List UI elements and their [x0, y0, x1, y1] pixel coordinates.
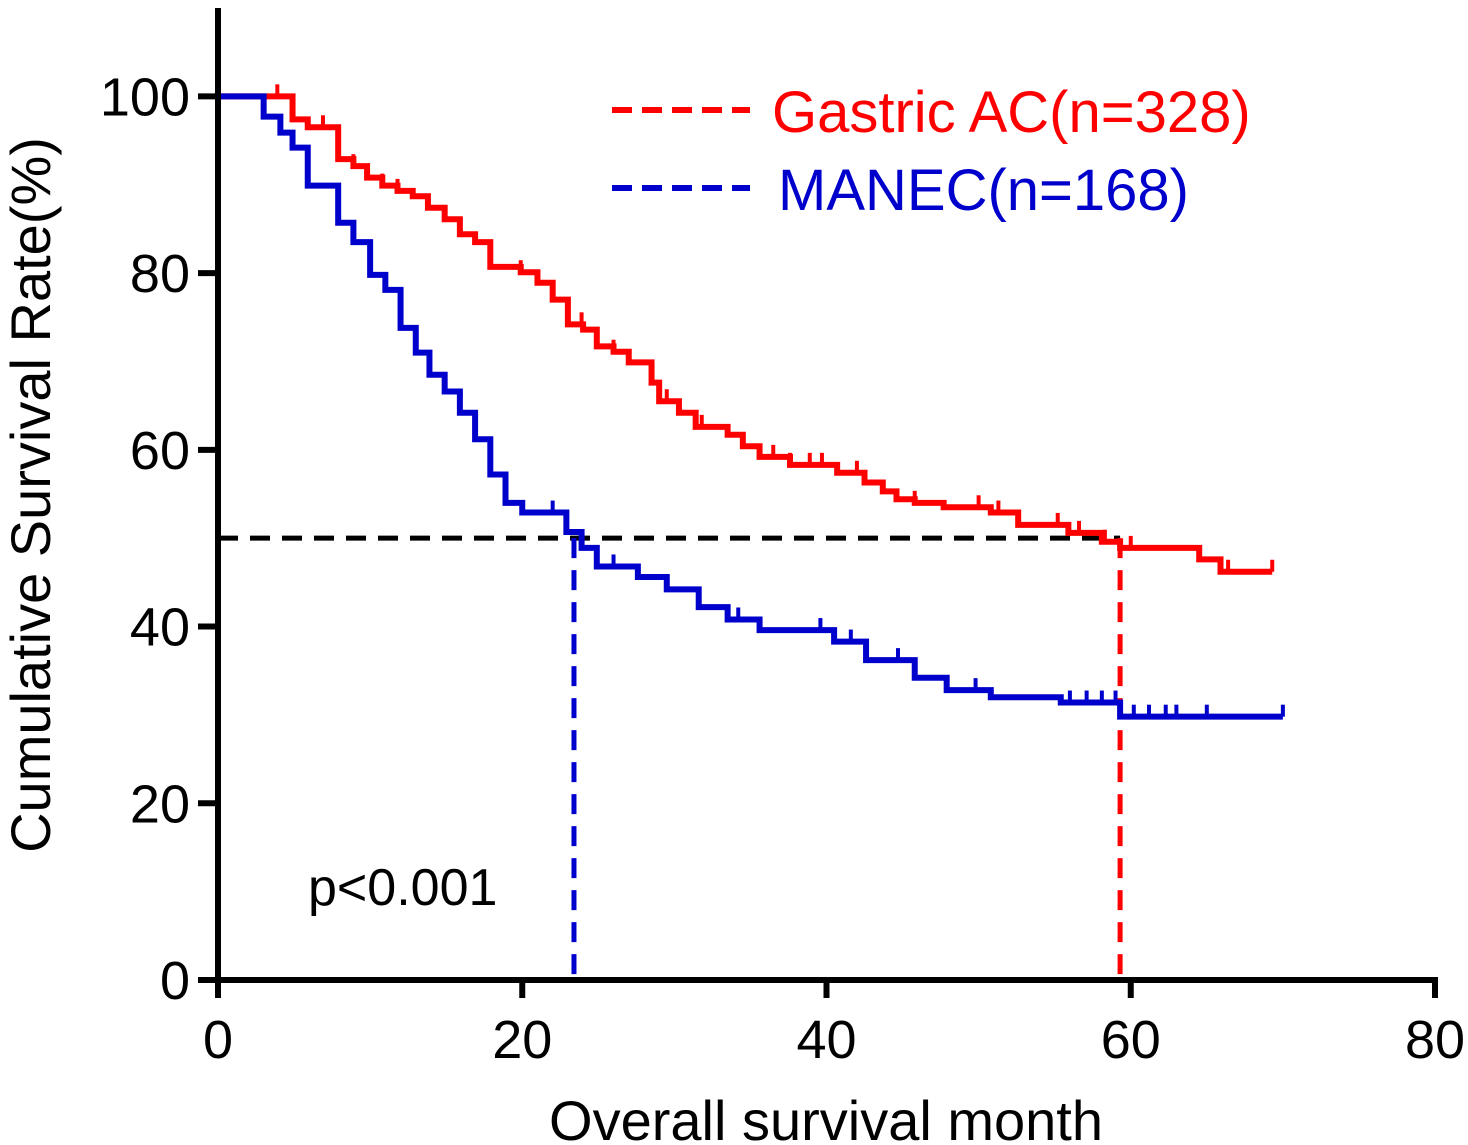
- y-axis-label: Cumulative Survival Rate(%): [0, 137, 62, 853]
- survival-curve-0: [218, 93, 1273, 575]
- legend-label-manec: MANEC(n=168): [778, 158, 1189, 223]
- p-value-annotation: p<0.001: [308, 859, 497, 917]
- y-tick-label: 60: [130, 421, 190, 481]
- legend: Gastric AC(n=328) MANEC(n=168): [612, 80, 1251, 223]
- y-tick-label: 100: [100, 67, 190, 127]
- y-tick-label: 80: [130, 244, 190, 304]
- x-tick-label: 40: [796, 1010, 856, 1070]
- y-tick-label: 0: [160, 951, 190, 1011]
- x-axis-label: Overall survival month: [549, 1089, 1103, 1145]
- y-tick-label: 20: [130, 774, 190, 834]
- x-tick-label: 0: [203, 1010, 233, 1070]
- survival-curve-1: [218, 93, 1283, 720]
- x-tick-label: 20: [492, 1010, 552, 1070]
- x-tick-label: 60: [1101, 1010, 1161, 1070]
- x-tick-label: 80: [1405, 1010, 1465, 1070]
- legend-label-gastric-ac: Gastric AC(n=328): [772, 80, 1251, 145]
- y-tick-label: 40: [130, 598, 190, 658]
